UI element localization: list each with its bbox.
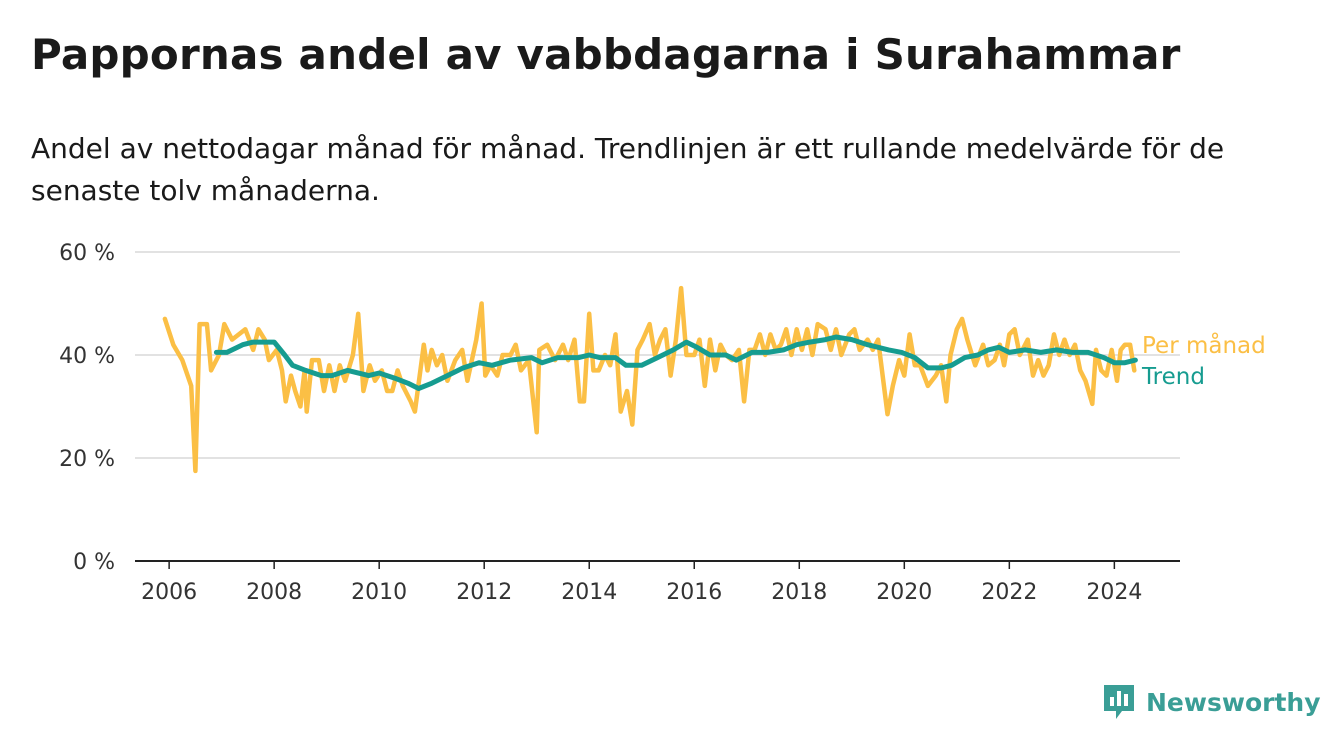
y-tick-label: 0 % — [73, 550, 115, 575]
y-tick-label: 20 % — [59, 447, 115, 472]
y-tick-label: 60 % — [59, 241, 115, 266]
x-tick-label: 2022 — [981, 580, 1037, 605]
x-tick-label: 2024 — [1086, 580, 1142, 605]
y-axis-ticks: 0 % 20 % 40 % 60 % — [59, 241, 115, 575]
x-tick-label: 2012 — [456, 580, 512, 605]
x-axis-ticks: 2006 2008 2010 2012 2014 2016 2018 2020 2022 2024 — [141, 561, 1142, 605]
chart-title: Pappornas andel av vabbdagarna i Suraham… — [31, 30, 1181, 79]
series-labels: Per månad Trend — [1141, 331, 1266, 390]
series-label: Per månad — [1142, 331, 1266, 359]
x-tick-label: 2006 — [141, 580, 197, 605]
series-line-per-m-nad — [162, 285, 1137, 474]
brand-name: Newsworthy — [1146, 687, 1321, 717]
series-lines — [162, 285, 1138, 474]
x-tick-label: 2014 — [561, 580, 617, 605]
series-label: Trend — [1141, 364, 1205, 390]
x-tick-label: 2018 — [771, 580, 827, 605]
series-line-trend — [213, 334, 1138, 391]
x-tick-label: 2008 — [246, 580, 302, 605]
y-tick-label: 40 % — [59, 344, 115, 369]
x-tick-label: 2016 — [666, 580, 722, 605]
brand-logo: Newsworthy — [1102, 682, 1321, 722]
newsworthy-logo-icon — [1104, 685, 1134, 719]
chart-subtitle: Andel av nettodagar månad för månad. Tre… — [31, 132, 1225, 207]
x-tick-label: 2020 — [876, 580, 932, 605]
x-tick-label: 2010 — [351, 580, 407, 605]
